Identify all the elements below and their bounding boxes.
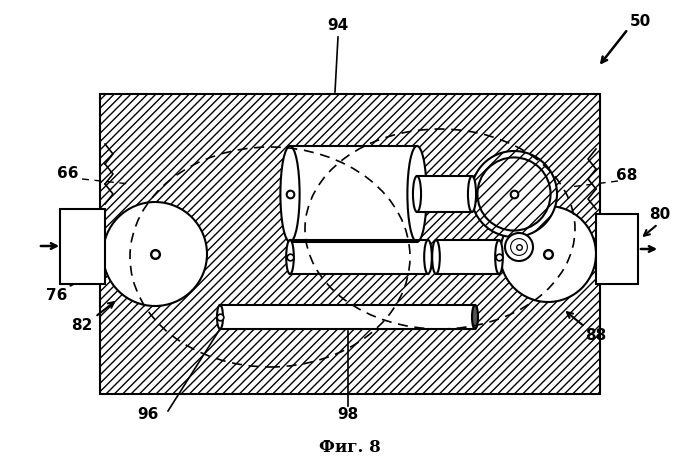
Text: 76: 76 [46, 287, 68, 302]
Text: 50: 50 [629, 14, 651, 30]
Bar [417, 176, 472, 213]
Ellipse shape [408, 147, 426, 243]
Bar [100, 95, 600, 394]
Ellipse shape [471, 152, 557, 238]
Text: 68: 68 [617, 168, 637, 183]
Text: Фиг. 8: Фиг. 8 [319, 438, 381, 456]
Text: 66: 66 [57, 165, 79, 180]
Text: 98: 98 [338, 407, 359, 422]
Text: 94: 94 [327, 18, 349, 32]
Text: 96: 96 [137, 407, 159, 422]
Ellipse shape [432, 240, 440, 275]
Ellipse shape [103, 203, 207, 307]
Bar [596, 214, 638, 284]
Ellipse shape [495, 240, 503, 275]
Bar [290, 240, 428, 275]
Bar [60, 210, 105, 284]
Ellipse shape [217, 305, 223, 329]
Ellipse shape [280, 147, 300, 243]
Bar [220, 305, 475, 329]
Text: 88: 88 [585, 328, 607, 343]
Ellipse shape [472, 305, 478, 329]
Bar [436, 240, 499, 275]
Ellipse shape [468, 176, 476, 213]
Ellipse shape [286, 240, 294, 275]
Ellipse shape [424, 240, 432, 275]
Bar [290, 147, 417, 243]
Ellipse shape [510, 239, 528, 256]
Ellipse shape [505, 233, 533, 262]
Text: 82: 82 [71, 317, 93, 332]
Ellipse shape [500, 206, 596, 302]
Ellipse shape [413, 176, 421, 213]
Text: 80: 80 [649, 207, 670, 222]
